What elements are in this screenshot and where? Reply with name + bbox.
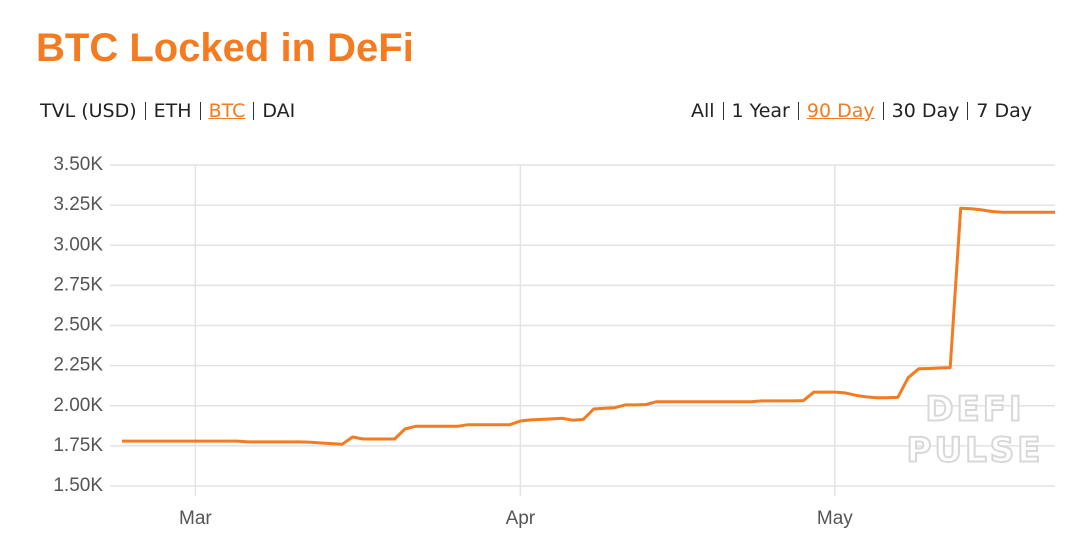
y-tick-label: 2.00K <box>53 395 103 416</box>
currency-tabs: TVL (USD) ETH BTC DAI <box>32 100 303 122</box>
y-tick-label: 3.00K <box>53 234 103 255</box>
y-tick-label: 2.25K <box>53 355 103 376</box>
tab[interactable]: 7 Day <box>967 102 1040 121</box>
y-tick-label: 3.50K <box>53 154 103 175</box>
watermark: DEFI <box>925 390 1024 430</box>
x-tick-label: Apr <box>506 508 536 529</box>
tab[interactable]: TVL (USD) <box>40 100 137 122</box>
y-tick-label: 1.75K <box>53 435 103 456</box>
tab[interactable]: DAI <box>253 102 303 121</box>
line <box>122 206 1055 446</box>
tab[interactable]: ETH <box>144 102 200 121</box>
tab[interactable]: BTC <box>199 102 254 121</box>
watermark: PULSE <box>907 431 1044 471</box>
tab[interactable]: All <box>690 100 715 122</box>
y-tick-label: 1.50K <box>53 475 103 496</box>
y-tick-label: 2.75K <box>53 274 103 295</box>
x-tick-label: May <box>817 508 853 529</box>
y-tick-label: 3.25K <box>53 194 103 215</box>
tab[interactable]: 90 Day <box>797 102 883 121</box>
tab[interactable]: 1 Year <box>722 102 798 121</box>
page-title: BTC Locked in DeFi <box>36 26 414 70</box>
y-tick-label: 2.50K <box>53 315 103 336</box>
tab[interactable]: 30 Day <box>882 102 968 121</box>
x-tick-label: Mar <box>179 508 212 529</box>
range-tabs: All 1 Year 90 Day 30 Day 7 Day <box>683 100 1040 122</box>
